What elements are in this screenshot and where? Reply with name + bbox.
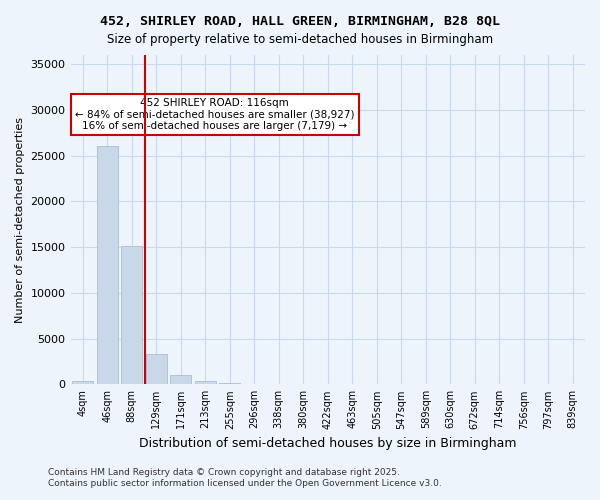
Text: 452 SHIRLEY ROAD: 116sqm
← 84% of semi-detached houses are smaller (38,927)
16% : 452 SHIRLEY ROAD: 116sqm ← 84% of semi-d… — [75, 98, 355, 131]
Y-axis label: Number of semi-detached properties: Number of semi-detached properties — [15, 116, 25, 322]
X-axis label: Distribution of semi-detached houses by size in Birmingham: Distribution of semi-detached houses by … — [139, 437, 517, 450]
Bar — [195, 380, 215, 384]
Text: Contains HM Land Registry data © Crown copyright and database right 2025.
Contai: Contains HM Land Registry data © Crown c… — [48, 468, 442, 487]
Bar — [73, 380, 93, 384]
Text: 452, SHIRLEY ROAD, HALL GREEN, BIRMINGHAM, B28 8QL: 452, SHIRLEY ROAD, HALL GREEN, BIRMINGHA… — [100, 15, 500, 28]
Bar — [146, 354, 167, 384]
Bar — [220, 383, 240, 384]
Bar — [97, 146, 118, 384]
Text: Size of property relative to semi-detached houses in Birmingham: Size of property relative to semi-detach… — [107, 32, 493, 46]
Bar — [170, 375, 191, 384]
Bar — [121, 246, 142, 384]
